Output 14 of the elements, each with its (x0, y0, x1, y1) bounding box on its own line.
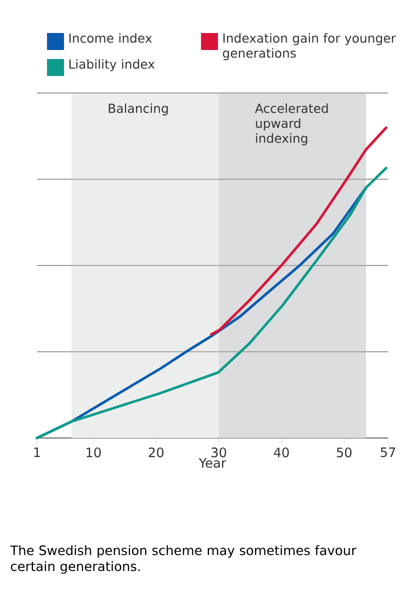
x-tick-label: 1 (34, 448, 40, 457)
x-axis-title: Year (198, 458, 226, 468)
x-tick-label: 10 (86, 448, 101, 458)
legend-label: Liability index (69, 59, 155, 72)
band-label: Balancing (108, 103, 168, 116)
x-tick-label: 50 (336, 448, 352, 458)
legend-label: Income index (69, 33, 152, 43)
legend-label: Indexation gain for younger generations (222, 33, 396, 60)
x-tick-label: 57 (380, 448, 396, 458)
text: The Swedish pension scheme may sometimes favour certain generations. (10, 545, 356, 574)
x-tick-label: 20 (148, 448, 164, 458)
band-label: Accelerated upward indexing (255, 103, 328, 146)
x-tick-label: 30 (212, 448, 226, 458)
x-tick-label: 40 (274, 448, 289, 458)
